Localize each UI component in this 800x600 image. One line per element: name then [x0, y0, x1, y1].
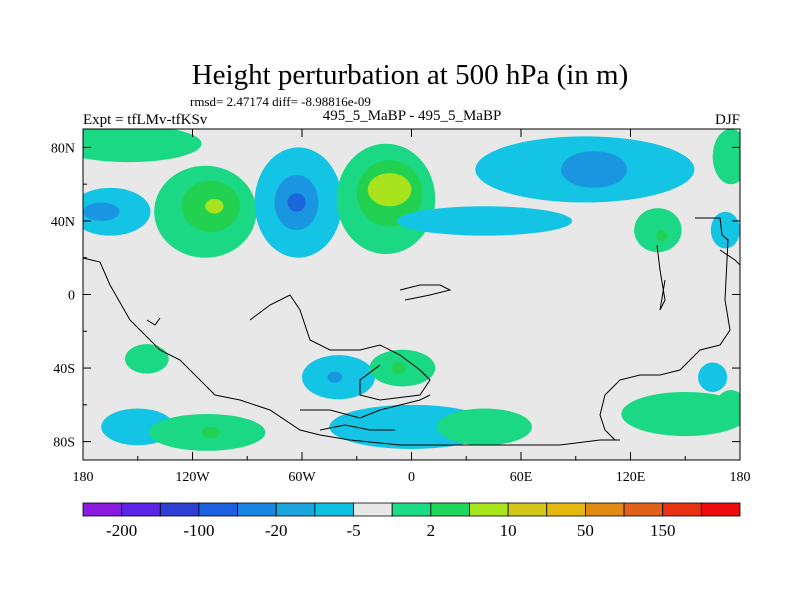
- colorbar-box: [198, 502, 238, 517]
- colorbar-label: -200: [106, 521, 137, 540]
- stats-label: rmsd= 2.47174 diff= -8.98816e-09: [190, 94, 371, 109]
- x-tick-label: 120W: [175, 470, 210, 485]
- coastline-segment: [249, 294, 431, 401]
- contour-region-pos-npac-arc: [83, 129, 202, 163]
- x-tick-label: 60W: [288, 470, 316, 485]
- coastline-segment: [719, 249, 741, 266]
- coastline-segment: [319, 424, 395, 431]
- colorbar-box: [662, 502, 702, 517]
- contour-region-neg-namer-max: [287, 193, 306, 212]
- axis-ticks: 180 120W 60W 0 60E 120E 180 80N 40N 0 40S 80S: [51, 129, 751, 485]
- colorbar-label: -5: [346, 521, 360, 540]
- colorbar-box: [469, 502, 509, 517]
- contour-region-neg-asia-band: [396, 206, 573, 236]
- coastline-segment: [300, 394, 431, 419]
- x-tick-label: 0: [408, 470, 415, 485]
- colorbar-box: [507, 502, 548, 517]
- colorbar-label: -100: [183, 521, 214, 540]
- colorbar-box: [430, 502, 470, 517]
- coastline-segment: [656, 244, 666, 311]
- x-tick-label: 120E: [616, 470, 646, 485]
- colorbar-label: 50: [577, 521, 594, 540]
- colorbar-label: 150: [650, 521, 676, 540]
- colorbar-box: [353, 502, 393, 517]
- contour-region-neg-s-pac-e: [698, 362, 728, 392]
- case-label: 495_5_MaBP - 495_5_MaBP: [323, 108, 502, 124]
- colorbar-box: [546, 502, 586, 517]
- colorbar-label: -20: [265, 521, 288, 540]
- contour-region-pos-s-pac-core: [201, 426, 220, 438]
- y-tick-label: 40N: [51, 215, 75, 230]
- x-tick-label: 60E: [510, 470, 533, 485]
- x-tick-label: 180: [730, 470, 751, 485]
- colorbar-label: 10: [500, 521, 517, 540]
- contour-region-pos-s-ind-e: [437, 408, 532, 446]
- chart-title: Height perturbation at 500 hPa (in m): [192, 59, 629, 91]
- colorbar-box: [585, 502, 625, 517]
- colorbar-box: [391, 502, 432, 517]
- coastline-segment: [599, 217, 731, 441]
- y-tick-label: 40S: [53, 362, 75, 377]
- contour-region-neg-wpac: [710, 211, 740, 249]
- y-tick-label: 0: [68, 289, 75, 304]
- contour-region-pos-npac-max: [205, 198, 224, 214]
- colorbar-box: [159, 502, 200, 517]
- coastline-segment: [399, 284, 452, 301]
- colorbar-label: 2: [427, 521, 436, 540]
- y-tick-label: 80S: [53, 436, 75, 451]
- colorbar-box: [237, 502, 277, 517]
- contour-region-neg-eurasia-core: [561, 151, 627, 188]
- colorbar-box: [623, 502, 664, 517]
- contour-region-neg-s-atl-core: [327, 371, 343, 383]
- contour-region-pos-japan: [634, 208, 682, 253]
- contour-region-neg-npac-core: [83, 202, 120, 221]
- colorbar-box: [275, 502, 316, 517]
- contour-region-pos-npac-west: [712, 129, 740, 185]
- contour-region-pos-s-pac-e: [621, 391, 740, 437]
- contour-region-pos-s-pac-far: [716, 390, 740, 420]
- colorbar: -200 -100 -20 -5 2 10 50 150: [82, 502, 741, 540]
- expt-label: Expt = tfLMv-tfKSv: [83, 112, 208, 128]
- colorbar-box: [121, 502, 161, 517]
- contour-region-pos-sam: [124, 344, 169, 374]
- colorbar-box: [314, 502, 354, 517]
- colorbar-box: [700, 502, 741, 517]
- contour-regions: [83, 129, 740, 451]
- season-label: DJF: [715, 112, 740, 128]
- contour-region-pos-natl-max: [367, 173, 412, 207]
- coastline-segment: [146, 317, 161, 326]
- x-tick-label: 180: [73, 470, 94, 485]
- coastline-segment: [82, 257, 620, 446]
- map-panel: 180 120W 60W 0 60E 120E 180 80N 40N 0 40S 80S: [51, 128, 751, 485]
- contour-region-pos-japan-core: [656, 230, 668, 242]
- y-tick-label: 80N: [51, 141, 75, 156]
- colorbar-box: [82, 502, 123, 517]
- coastline: [82, 217, 741, 446]
- contour-region-pos-s-ind-core: [391, 362, 407, 374]
